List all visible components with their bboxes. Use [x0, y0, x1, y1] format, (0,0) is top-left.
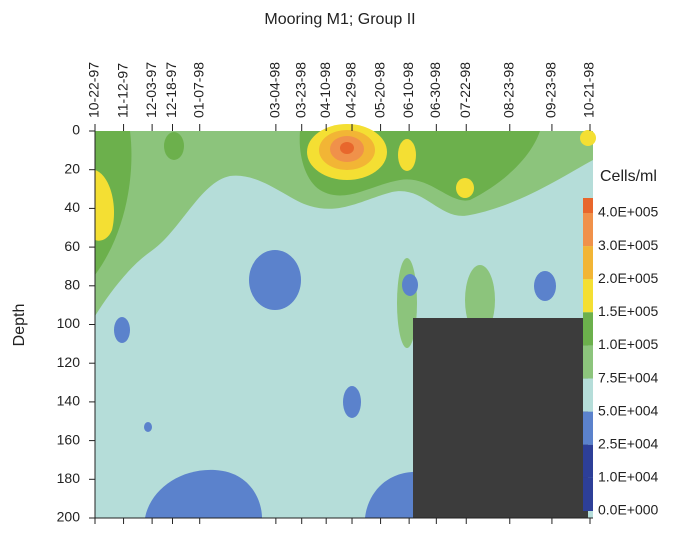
x-tick-label: 01-07-98 [190, 62, 206, 118]
y-tick-label: 140 [57, 393, 81, 409]
x-tick-label: 09-23-98 [543, 62, 559, 118]
legend-swatch [583, 198, 593, 213]
y-tick-label: 180 [57, 470, 81, 486]
y-tick-label: 40 [64, 199, 80, 215]
legend-label: 1.0E+005 [598, 336, 659, 352]
contour-region [580, 130, 596, 146]
legend-label: 1.5E+005 [598, 303, 659, 319]
x-tick-label: 08-23-98 [500, 62, 516, 118]
contour-region [398, 139, 416, 171]
x-tick-label: 04-29-98 [343, 62, 359, 118]
x-tick-label: 12-18-97 [163, 62, 179, 118]
x-tick-label: 05-20-98 [371, 62, 387, 118]
legend-label: 0.0E+000 [598, 502, 659, 518]
legend-swatch [583, 379, 593, 412]
legend-swatch [583, 246, 593, 279]
x-tick-label: 03-23-98 [292, 62, 308, 118]
x-tick-label: 03-04-98 [267, 62, 283, 118]
y-axis-label: Depth [11, 304, 28, 347]
y-tick-label: 20 [64, 160, 80, 176]
legend-label: 3.0E+005 [598, 237, 659, 253]
contour-region [456, 178, 474, 198]
legend-label: 2.0E+005 [598, 270, 659, 286]
x-tick-label: 06-30-98 [427, 62, 443, 118]
y-tick-label: 200 [57, 509, 81, 525]
legend-swatch [583, 445, 593, 478]
x-tick-label: 12-03-97 [143, 62, 159, 118]
y-tick-label: 80 [64, 277, 80, 293]
contour-region [114, 317, 130, 343]
contour-region [249, 250, 301, 310]
x-tick-label: 07-22-98 [457, 62, 473, 118]
contour-region [144, 422, 152, 432]
legend-label: 5.0E+004 [598, 402, 659, 418]
chart-title: Mooring M1; Group II [264, 11, 415, 28]
legend-label: 4.0E+005 [598, 204, 659, 220]
inset-photo [413, 318, 588, 518]
legend-swatch [583, 345, 593, 378]
legend-label: 2.5E+004 [598, 435, 659, 451]
y-tick-label: 60 [64, 238, 80, 254]
x-tick-label: 11-12-97 [114, 63, 130, 118]
y-tick-label: 100 [57, 315, 81, 331]
contour-region [343, 386, 361, 418]
y-tick-label: 0 [72, 122, 80, 138]
y-tick-label: 120 [57, 354, 81, 370]
legend-swatch [583, 312, 593, 345]
legend-title: Cells/ml [600, 168, 657, 185]
chart: Mooring M1; Group II Depth Cells/ml 10-2… [0, 0, 699, 532]
contour-region [164, 132, 184, 160]
legend-label: 1.0E+004 [598, 469, 659, 485]
legend-swatch [583, 478, 593, 511]
contour-region [402, 274, 418, 296]
legend-swatch [583, 213, 593, 246]
legend-label: 7.5E+004 [598, 369, 659, 385]
x-tick-label: 06-10-98 [400, 62, 416, 118]
contour-field [95, 124, 596, 518]
legend-swatch [583, 279, 593, 312]
y-tick-label: 160 [57, 431, 81, 447]
contour-region [534, 271, 556, 301]
contour-region [340, 142, 354, 154]
x-tick-label: 04-10-98 [317, 62, 333, 118]
x-tick-label: 10-21-98 [581, 62, 597, 118]
legend-swatch [583, 412, 593, 445]
x-tick-label: 10-22-97 [86, 62, 102, 118]
